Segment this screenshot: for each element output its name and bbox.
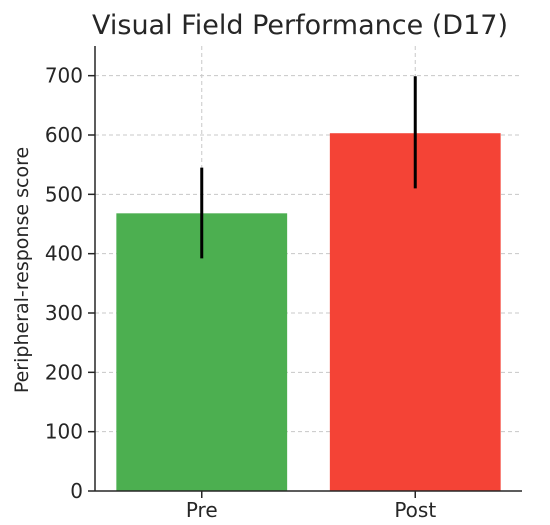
bar-pre <box>116 213 288 491</box>
x-tick-label: Post <box>394 498 436 522</box>
y-tick-label: 100 <box>45 420 83 444</box>
y-ticks: 0 100 200 300 400 500 600 700 <box>45 64 95 503</box>
bars <box>116 133 501 491</box>
error-bars <box>200 76 417 259</box>
y-tick-label: 400 <box>45 242 83 266</box>
y-tick-label: 500 <box>45 182 83 206</box>
y-axis-label: Peripheral-response score <box>11 147 33 393</box>
y-tick-label: 0 <box>70 479 83 503</box>
y-tick-label: 200 <box>45 360 83 384</box>
x-tick-label: Pre <box>186 498 218 522</box>
y-tick-label: 300 <box>45 301 83 325</box>
y-tick-label: 600 <box>45 123 83 147</box>
x-ticks: Pre Post <box>186 491 436 522</box>
bar-post <box>329 133 501 491</box>
chart-title: Visual Field Performance (D17) <box>92 10 508 41</box>
y-tick-label: 700 <box>45 64 83 88</box>
axes-frame <box>94 46 522 492</box>
